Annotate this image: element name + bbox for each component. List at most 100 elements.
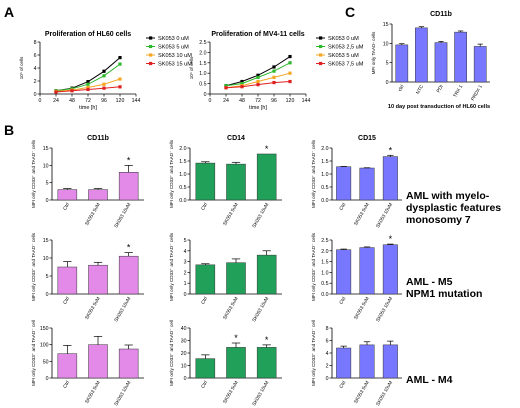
- legend-swatch: [319, 61, 323, 66]
- category-label: SK053 5uM: [222, 296, 240, 321]
- y-tick-label: 15: [43, 238, 49, 244]
- bar: [256, 254, 277, 295]
- y-tick-label: 5: [46, 181, 49, 187]
- y-tick-label: 0.5: [321, 281, 328, 287]
- bar: [359, 167, 375, 201]
- category-label: Ctrl: [62, 202, 71, 211]
- category-label: SK053 5uM: [84, 296, 102, 321]
- y-tick-label: 15: [383, 22, 389, 28]
- x-axis-label: 10 day post transduction of HL60 cells: [388, 104, 490, 110]
- y-tick-label: 0: [326, 376, 329, 382]
- significance-star: *: [389, 234, 393, 244]
- y-tick-label: 6: [326, 339, 329, 345]
- data-point: [54, 90, 58, 94]
- bar: [336, 166, 352, 201]
- y-axis-label: 10⁶ of cells: [189, 56, 194, 79]
- data-point: [272, 80, 276, 85]
- bar: [118, 172, 139, 201]
- y-tick-label: 0.0: [179, 198, 186, 204]
- data-point: [86, 87, 90, 92]
- y-tick-label: 1.5: [321, 260, 328, 266]
- data-point: [288, 61, 292, 65]
- data-point: [118, 77, 122, 81]
- bar: [195, 358, 216, 379]
- y-tick-label: 0.5: [199, 82, 206, 88]
- category-label: SK053 5uM: [222, 380, 240, 405]
- row-label-line: NPM1 mutation: [406, 288, 483, 300]
- chart-title: CD11b: [87, 135, 109, 142]
- y-tick-label: 1.0: [179, 172, 186, 178]
- row-label-mds: AML with myelo- dysplastic features mono…: [406, 190, 501, 226]
- y-axis-label: MFI only TAAD- cells: [371, 31, 376, 74]
- bar: [359, 247, 375, 295]
- y-tick-label: 8: [34, 40, 37, 46]
- y-axis-label: 10⁶ of cells: [19, 56, 24, 79]
- data-point: [272, 75, 276, 79]
- legend-swatch: [149, 53, 153, 57]
- legend-label: SK053 7,5 uM: [328, 62, 364, 68]
- bar: [226, 262, 246, 295]
- y-tick-label: 1.5: [199, 61, 206, 67]
- y-tick-label: 0.0: [321, 198, 328, 204]
- x-tick-label: 0: [39, 98, 42, 104]
- bar: [395, 44, 409, 83]
- category-label: SK053 10uM: [375, 296, 394, 323]
- y-tick-label: 0: [386, 80, 389, 86]
- data-point: [288, 54, 292, 59]
- category-label: SK053 10uM: [251, 296, 270, 323]
- legend-swatch: [149, 61, 153, 66]
- data-point: [288, 71, 292, 75]
- category-label: NTC: [415, 84, 425, 96]
- y-axis-label: MFI only CD33⁺ and TAAD⁻ cell: [169, 320, 174, 386]
- category-label: Ctrl: [200, 202, 209, 211]
- x-tick-label: 120: [286, 98, 295, 104]
- data-point: [86, 80, 90, 84]
- legend-swatch: [319, 44, 323, 49]
- y-tick-label: 6: [34, 53, 37, 59]
- bar: [336, 249, 352, 295]
- y-tick-label: 10: [383, 41, 389, 47]
- y-tick-label: 1: [184, 281, 187, 287]
- y-tick-label: 10: [43, 163, 49, 169]
- data-point: [118, 62, 122, 66]
- bar: [195, 162, 216, 201]
- category-label: SK053 10uM: [375, 380, 394, 407]
- x-tick-label: 120: [116, 98, 125, 104]
- x-tick-label: 48: [69, 98, 75, 104]
- chart-title: CD14: [227, 135, 245, 142]
- y-tick-label: 2.5: [321, 238, 328, 244]
- category-label: Ctrl: [200, 380, 209, 389]
- significance-star: *: [265, 335, 269, 345]
- category-label: Ctrl: [338, 380, 347, 389]
- bar: [88, 344, 108, 379]
- category-label: SK053 10uM: [113, 202, 132, 229]
- y-tick-label: 1.0: [199, 71, 206, 77]
- y-tick-label: 2.0: [321, 249, 328, 255]
- data-point: [256, 75, 260, 79]
- x-tick-label: 24: [53, 98, 59, 104]
- x-tick-label: 24: [223, 98, 229, 104]
- x-tick-label: 48: [239, 98, 245, 104]
- bar: [336, 347, 352, 379]
- x-tick-label: 96: [101, 98, 107, 104]
- significance-star: *: [234, 333, 238, 343]
- y-tick-label: 4: [326, 351, 329, 357]
- chart-title: CD15: [358, 135, 376, 142]
- bar: [118, 348, 139, 379]
- bar: [195, 264, 216, 295]
- y-axis-label: MFI only CD33⁺ and TAAD⁻ cells: [311, 232, 316, 301]
- significance-star: *: [389, 145, 393, 155]
- row-label-line: AML with myelo-: [406, 190, 490, 202]
- legend-label: SK053 10 uM: [158, 53, 192, 59]
- category-label: SK053 5uM: [84, 380, 102, 405]
- legend-label: SK053 0 uM: [328, 36, 359, 42]
- category-label: Ctrl: [62, 380, 71, 389]
- y-tick-label: 1.5: [321, 159, 328, 165]
- data-point: [86, 85, 90, 90]
- bar: [382, 244, 398, 295]
- row-label-line: dysplastic features: [406, 202, 502, 214]
- x-tick-label: 0: [209, 98, 212, 104]
- category-label: ctrl: [397, 84, 405, 93]
- row-label-line: monosomy 7: [406, 214, 471, 226]
- significance-star: *: [127, 155, 131, 165]
